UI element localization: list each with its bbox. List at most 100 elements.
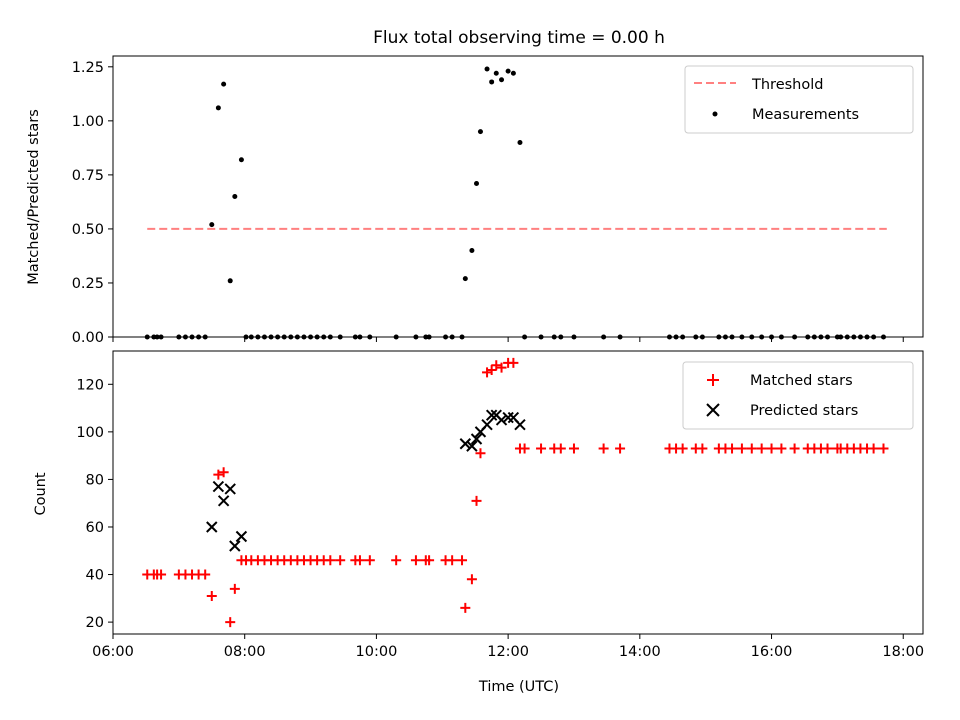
matched-star-point [354, 555, 365, 566]
matched-star-point [746, 443, 757, 454]
measurement-point [792, 334, 798, 340]
predicted-star-point [459, 438, 472, 450]
measurement-point [722, 334, 728, 340]
measurement-point [281, 334, 287, 340]
matched-star-point [491, 360, 502, 371]
measurement-point [209, 222, 215, 228]
measurement-point [811, 334, 817, 340]
matched-star-point [555, 443, 566, 454]
bottom-legend: Matched stars Predicted stars [682, 361, 914, 430]
measurement-point [469, 248, 475, 254]
measurement-point [352, 334, 358, 340]
measurement-point [357, 334, 363, 340]
measurement-point [749, 334, 755, 340]
matched-star-point [410, 555, 421, 566]
matched-star-point [677, 443, 688, 454]
bottom-panel-ylabel: Count [33, 472, 49, 515]
measurement-point [517, 139, 523, 145]
predicted-star-point [481, 419, 493, 431]
matched-star-point [878, 443, 889, 454]
bottom-axes-frame [112, 350, 924, 635]
measurement-point [232, 194, 238, 199]
bottom-xtick-label: 14:00 [619, 644, 661, 660]
bottom-xtick-label: 10:00 [356, 644, 398, 660]
measurement-point [462, 276, 468, 282]
legend-matched-swatch [707, 374, 719, 386]
matched-star-point [229, 583, 240, 594]
measurement-point [255, 334, 261, 340]
matched-star-point [776, 443, 787, 454]
predicted-star-point [224, 483, 236, 495]
matched-star-point [568, 443, 579, 454]
measurement-point [825, 334, 831, 340]
measurement-point [505, 68, 511, 74]
predicted-star-point [485, 409, 498, 421]
matched-star-point [519, 443, 530, 454]
matched-star-point [200, 569, 211, 580]
predicted-star-point [470, 433, 483, 445]
measurement-point [489, 79, 495, 85]
matched-star-point [364, 555, 375, 566]
measurement-point [844, 334, 850, 340]
matched-star-point [508, 357, 519, 368]
measurement-point [459, 334, 465, 340]
measurement-point [308, 334, 314, 340]
legend-matched-label: Matched stars [750, 373, 853, 389]
predicted-star-point [206, 521, 218, 533]
matched-star-point [868, 443, 879, 454]
measurement-point [144, 334, 150, 340]
legend-predicted-swatch [706, 403, 720, 417]
measurement-point [729, 334, 735, 340]
matched-star-point [766, 443, 777, 454]
top-ytick-label: 0.25 [72, 276, 104, 292]
measurement-point [601, 334, 607, 340]
measurement-point [275, 334, 281, 340]
matched-star-point [424, 555, 435, 566]
matched-star-point [727, 443, 738, 454]
measurement-point [666, 334, 672, 340]
top-panel-ylabel: Matched/Predicted stars [26, 109, 42, 285]
legend-predicted-label: Predicted stars [750, 403, 858, 419]
measurement-point [759, 334, 765, 340]
legend-measurements-swatch [712, 111, 718, 117]
measurement-point [196, 334, 202, 340]
matched-star-point [225, 617, 236, 628]
matched-star-point [457, 555, 468, 566]
measurement-point [288, 334, 294, 340]
measurement-point [327, 334, 333, 340]
measurement-point [227, 278, 233, 284]
matched-star-point [789, 443, 800, 454]
matched-star-point [206, 590, 217, 601]
measurement-point [805, 334, 811, 340]
matched-star-point [391, 555, 402, 566]
measurement-point [243, 334, 249, 340]
matched-star-point [536, 443, 547, 454]
matched-star-point [697, 443, 708, 454]
measurement-point [680, 334, 686, 340]
measurement-point [739, 334, 745, 340]
measurement-point [699, 334, 705, 340]
measurement-point [716, 334, 722, 340]
measurement-point [493, 70, 499, 76]
measurement-point [571, 334, 577, 340]
measurement-point [558, 334, 564, 340]
measurement-point [673, 334, 679, 340]
bottom-xtick-label: 16:00 [751, 644, 793, 660]
matched-star-point [335, 555, 346, 566]
measurement-point [778, 334, 784, 340]
top-axes-frame [112, 55, 924, 338]
bottom-xtick-label: 18:00 [882, 644, 924, 660]
matched-star-point [615, 443, 626, 454]
predicted-star-point [466, 440, 478, 452]
predicted-star-point [229, 540, 241, 552]
top-ytick-label: 0.50 [72, 222, 104, 238]
bottom-ytick-label: 120 [76, 377, 104, 393]
bottom-xtick-label: 08:00 [224, 644, 266, 660]
top-panel: 0.00 0.25 0.50 0.75 1.00 1.25 [72, 55, 924, 346]
legend-threshold-label: Threshold [751, 77, 823, 93]
legend-measurements-label: Measurements [752, 107, 859, 123]
measurement-point [449, 334, 455, 340]
measurement-point [880, 334, 886, 340]
matched-star-point [218, 467, 229, 478]
